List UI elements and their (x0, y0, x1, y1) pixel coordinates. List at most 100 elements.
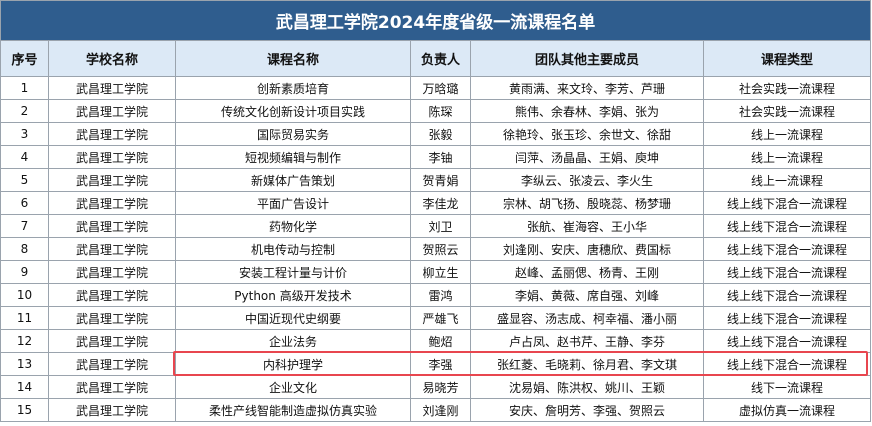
table-cell: 盛显容、汤志成、柯幸福、潘小丽 (470, 306, 704, 330)
table-cell: 李铀 (410, 145, 471, 169)
table-cell: 严雄飞 (410, 306, 471, 330)
table-row: 1 武昌理工学院 创新素质培育 万晗璐 黄雨满、来文玲、李芳、芦珊 社会实践一流课程 (0, 76, 872, 100)
table-cell: 2 (0, 99, 49, 123)
table-cell: 宗林、胡飞扬、殷晓蕊、杨梦珊 (470, 191, 704, 215)
table-cell: 安装工程计量与计价 (175, 260, 411, 284)
table-cell: 创新素质培育 (175, 76, 411, 100)
header-cell: 课程名称 (175, 40, 411, 77)
table-cell: 李佳龙 (410, 191, 471, 215)
highlight-box (173, 351, 868, 376)
table-cell: 贺青娟 (410, 168, 471, 192)
table-cell: 柔性产线智能制造虚拟仿真实验 (175, 398, 411, 422)
table-cell: 企业文化 (175, 375, 411, 399)
table-cell: 陈琛 (410, 99, 471, 123)
table-cell: 企业法务 (175, 329, 411, 353)
table-cell: 武昌理工学院 (48, 99, 176, 123)
table-cell: 机电传动与控制 (175, 237, 411, 261)
table-cell: 线上一流课程 (702, 168, 872, 192)
table-cell: 线上线下混合一流课程 (702, 329, 872, 353)
table-cell: 熊伟、余春林、李娟、张为 (470, 99, 704, 123)
table-cell: 赵峰、孟丽偲、杨青、王刚 (470, 260, 704, 284)
table-cell: 张毅 (410, 122, 471, 146)
table-cell: 线上线下混合一流课程 (702, 306, 872, 330)
table-cell: 武昌理工学院 (48, 306, 176, 330)
table-row: 8 武昌理工学院 机电传动与控制 贺照云 刘逢刚、安庆、唐穗欣、费国标 线上线下混合一流课… (0, 237, 872, 261)
table-cell: 武昌理工学院 (48, 76, 176, 100)
table-cell: 武昌理工学院 (48, 352, 176, 376)
table-cell: Python 高级开发技术 (175, 283, 411, 307)
table-cell: 卢占凤、赵书芹、王静、李芬 (470, 329, 704, 353)
table-cell: 14 (0, 375, 49, 399)
table-cell: 5 (0, 168, 49, 192)
table-cell: 11 (0, 306, 49, 330)
table-cell: 新媒体广告策划 (175, 168, 411, 192)
table-cell: 武昌理工学院 (48, 191, 176, 215)
table-cell: 闫萍、汤晶晶、王娟、庾坤 (470, 145, 704, 169)
table-cell: 线上线下混合一流课程 (702, 214, 872, 238)
table-cell: 刘逢刚、安庆、唐穗欣、费国标 (470, 237, 704, 261)
table-cell: 李纵云、张凌云、李火生 (470, 168, 704, 192)
table-row: 2 武昌理工学院 传统文化创新设计项目实践 陈琛 熊伟、余春林、李娟、张为 社会实践一流课… (0, 99, 872, 123)
table-cell: 线下一流课程 (702, 375, 872, 399)
table-cell: 1 (0, 76, 49, 100)
table-cell: 7 (0, 214, 49, 238)
table-cell: 武昌理工学院 (48, 260, 176, 284)
table-cell: 4 (0, 145, 49, 169)
table-cell: 武昌理工学院 (48, 237, 176, 261)
table-cell: 社会实践一流课程 (702, 99, 872, 123)
table-cell: 武昌理工学院 (48, 145, 176, 169)
table-title: 武昌理工学院2024年度省级一流课程名单 (0, 0, 872, 41)
table-cell: 8 (0, 237, 49, 261)
header-cell: 团队其他主要成员 (470, 40, 704, 77)
table-cell: 武昌理工学院 (48, 283, 176, 307)
header-cell: 学校名称 (48, 40, 176, 77)
table-row: 9 武昌理工学院 安装工程计量与计价 柳立生 赵峰、孟丽偲、杨青、王刚 线上线下混合一流课… (0, 260, 872, 284)
table-cell: 易晓芳 (410, 375, 471, 399)
table-row: 10 武昌理工学院 Python 高级开发技术 雷鸿 李娟、黄薇、席自强、刘峰 线上线下混… (0, 283, 872, 307)
table-cell: 虚拟仿真一流课程 (702, 398, 872, 422)
table-row: 14 武昌理工学院 企业文化 易晓芳 沈易娟、陈洪权、姚川、王颖 线下一流课程 (0, 375, 872, 399)
table-cell: 武昌理工学院 (48, 214, 176, 238)
table-row: 12 武昌理工学院 企业法务 鲍炤 卢占凤、赵书芹、王静、李芬 线上线下混合一流课程 (0, 329, 872, 353)
table-cell: 3 (0, 122, 49, 146)
table-cell: 线上线下混合一流课程 (702, 237, 872, 261)
header-row: 序号 学校名称 课程名称 负责人 团队其他主要成员 课程类型 (0, 40, 872, 77)
table-cell: 鲍炤 (410, 329, 471, 353)
header-cell: 序号 (0, 40, 49, 77)
table-cell: 武昌理工学院 (48, 168, 176, 192)
table-cell: 黄雨满、来文玲、李芳、芦珊 (470, 76, 704, 100)
table-cell: 9 (0, 260, 49, 284)
table-row: 7 武昌理工学院 药物化学 刘卫 张航、崔海容、王小华 线上线下混合一流课程 (0, 214, 872, 238)
header-cell: 课程类型 (702, 40, 872, 77)
table-cell: 短视频编辑与制作 (175, 145, 411, 169)
table-row: 6 武昌理工学院 平面广告设计 李佳龙 宗林、胡飞扬、殷晓蕊、杨梦珊 线上线下混合一流课程 (0, 191, 872, 215)
table-cell: 万晗璐 (410, 76, 471, 100)
table-cell: 线上一流课程 (702, 145, 872, 169)
table-cell: 武昌理工学院 (48, 375, 176, 399)
table-cell: 线上线下混合一流课程 (702, 283, 872, 307)
table-cell: 刘卫 (410, 214, 471, 238)
table-cell: 武昌理工学院 (48, 122, 176, 146)
table-row: 5 武昌理工学院 新媒体广告策划 贺青娟 李纵云、张凌云、李火生 线上一流课程 (0, 168, 872, 192)
table-cell: 雷鸿 (410, 283, 471, 307)
table-row: 3 武昌理工学院 国际贸易实务 张毅 徐艳玲、张玉珍、余世文、徐甜 线上一流课程 (0, 122, 872, 146)
table-cell: 6 (0, 191, 49, 215)
table-cell: 沈易娟、陈洪权、姚川、王颖 (470, 375, 704, 399)
table-cell: 柳立生 (410, 260, 471, 284)
table-cell: 线上线下混合一流课程 (702, 191, 872, 215)
table-cell: 平面广告设计 (175, 191, 411, 215)
table-cell: 线上一流课程 (702, 122, 872, 146)
table-row: 15 武昌理工学院 柔性产线智能制造虚拟仿真实验 刘逢刚 安庆、詹明芳、李强、贺照云 虚拟… (0, 398, 872, 422)
table-cell: 李强 (410, 352, 471, 376)
table-cell: 10 (0, 283, 49, 307)
table-cell: 张航、崔海容、王小华 (470, 214, 704, 238)
table-cell: 李娟、黄薇、席自强、刘峰 (470, 283, 704, 307)
table-cell: 12 (0, 329, 49, 353)
table-cell: 武昌理工学院 (48, 329, 176, 353)
table-cell: 药物化学 (175, 214, 411, 238)
table-cell: 社会实践一流课程 (702, 76, 872, 100)
table-row: 4 武昌理工学院 短视频编辑与制作 李铀 闫萍、汤晶晶、王娟、庾坤 线上一流课程 (0, 145, 872, 169)
table-cell: 刘逢刚 (410, 398, 471, 422)
